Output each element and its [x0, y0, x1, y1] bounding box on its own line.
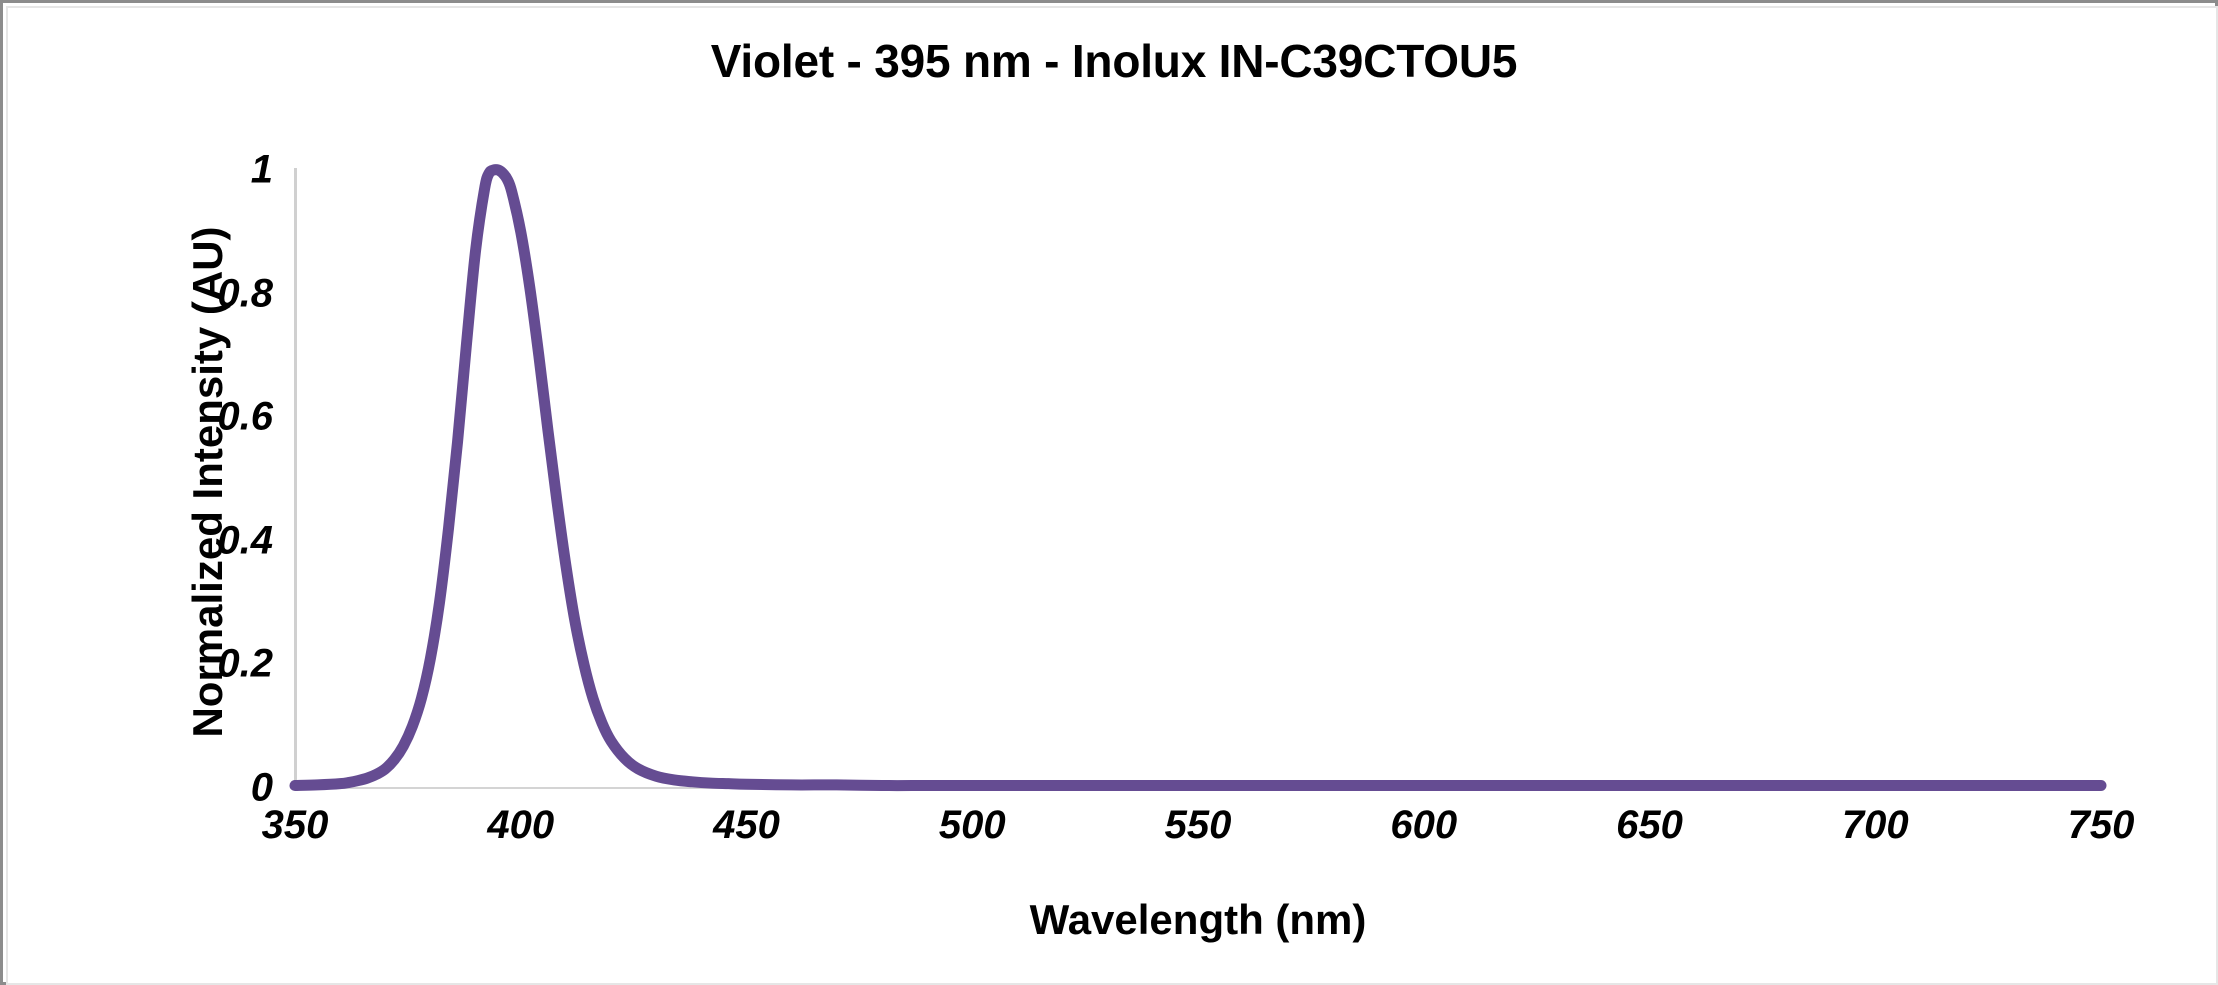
x-tick-label: 500: [938, 803, 1006, 847]
y-axis-tick-labels: 0 0.2 0.4 0.6 0.8 1: [143, 148, 273, 810]
x-tick-label: 550: [1164, 803, 1232, 847]
chart-title: Violet - 395 nm - Inolux IN-C39CTOU5: [710, 35, 1518, 87]
x-tick-label: 400: [487, 803, 555, 847]
x-tick-label: 450: [713, 803, 780, 847]
x-tick-label: 700: [1841, 803, 1909, 847]
y-tick-label: 0: [250, 765, 273, 810]
y-tick-label: 0.8: [217, 271, 273, 316]
y-tick-label: 0.2: [217, 641, 273, 686]
x-tick-label: 750: [2067, 803, 2135, 847]
y-tick-label: 0.6: [217, 394, 273, 439]
x-axis-tick-labels: 350 400 450 500 550 600 650 700 750: [262, 803, 2135, 859]
x-axis-title: Wavelength (nm): [1029, 896, 1367, 943]
spectrum-line-path: [295, 170, 2101, 786]
chart-inner-panel: Violet - 395 nm - Inolux IN-C39CTOU5 Nor…: [6, 6, 2218, 985]
plot-area: [295, 170, 2101, 788]
y-tick-label: 1: [250, 147, 273, 192]
y-axis-line: [294, 168, 297, 790]
spectrum-series-svg: [295, 170, 2101, 788]
x-tick-label: 600: [1390, 803, 1458, 847]
x-tick-label: 350: [261, 803, 329, 847]
y-tick-label: 0.4: [217, 518, 273, 563]
x-tick-label: 650: [1616, 803, 1683, 847]
